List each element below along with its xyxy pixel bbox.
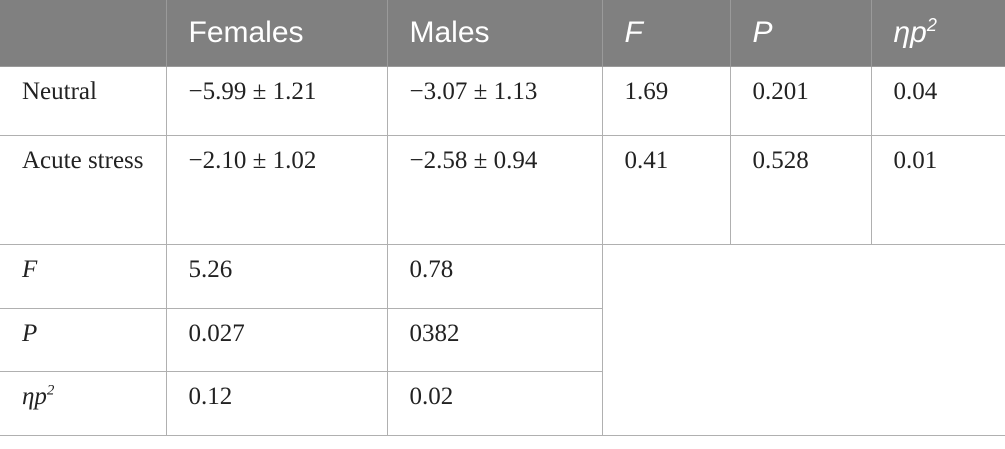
cell-eta: 0.01	[870, 134, 1005, 246]
row-label-sup: 2	[46, 383, 55, 400]
row-label: ηp2	[0, 371, 167, 436]
row-label: Acute stress	[0, 134, 167, 246]
header-males: Males	[386, 0, 603, 67]
cell-p: 0.528	[729, 134, 872, 246]
cell-males: 0.02	[386, 371, 602, 436]
cell-males: 0382	[386, 307, 602, 373]
cell-males: −3.07 ± 1.13	[386, 66, 603, 136]
header-eta: ηp2	[870, 0, 1005, 67]
table-row: ηp2 0.12 0.02	[0, 371, 1005, 436]
header-eta-symbol: ηp	[893, 16, 927, 49]
header-p: P	[729, 0, 872, 67]
table-row: F 5.26 0.78	[0, 244, 1005, 436]
table-row: Acute stress −2.10 ± 1.02 −2.58 ± 0.94 0…	[0, 134, 1005, 246]
empty-block	[601, 244, 1005, 436]
row-label: F	[0, 244, 167, 309]
results-table: Females Males F P ηp2 Neutral −5.99 ± 1.…	[0, 0, 1005, 436]
cell-females: −2.10 ± 1.02	[165, 134, 388, 246]
header-f: F	[601, 0, 731, 67]
cell-females: 0.12	[165, 371, 388, 436]
header-empty	[0, 0, 167, 67]
cell-females: 5.26	[165, 244, 388, 309]
row-label-eta: ηp	[22, 383, 47, 411]
row-label: Neutral	[0, 66, 167, 136]
cell-eta: 0.04	[870, 66, 1005, 136]
cell-males: −2.58 ± 0.94	[386, 134, 603, 246]
header-females: Females	[165, 0, 388, 67]
header-eta-sup: 2	[926, 15, 937, 35]
cell-f: 1.69	[601, 66, 731, 136]
cell-females: −5.99 ± 1.21	[165, 66, 388, 136]
header-row: Females Males F P ηp2	[0, 0, 1005, 67]
table-row: Neutral −5.99 ± 1.21 −3.07 ± 1.13 1.69 0…	[0, 66, 1005, 136]
row-label: P	[0, 307, 167, 373]
cell-males: 0.78	[386, 244, 603, 309]
cell-f: 0.41	[601, 134, 731, 246]
cell-p: 0.201	[729, 66, 872, 136]
cell-females: 0.027	[165, 307, 388, 373]
